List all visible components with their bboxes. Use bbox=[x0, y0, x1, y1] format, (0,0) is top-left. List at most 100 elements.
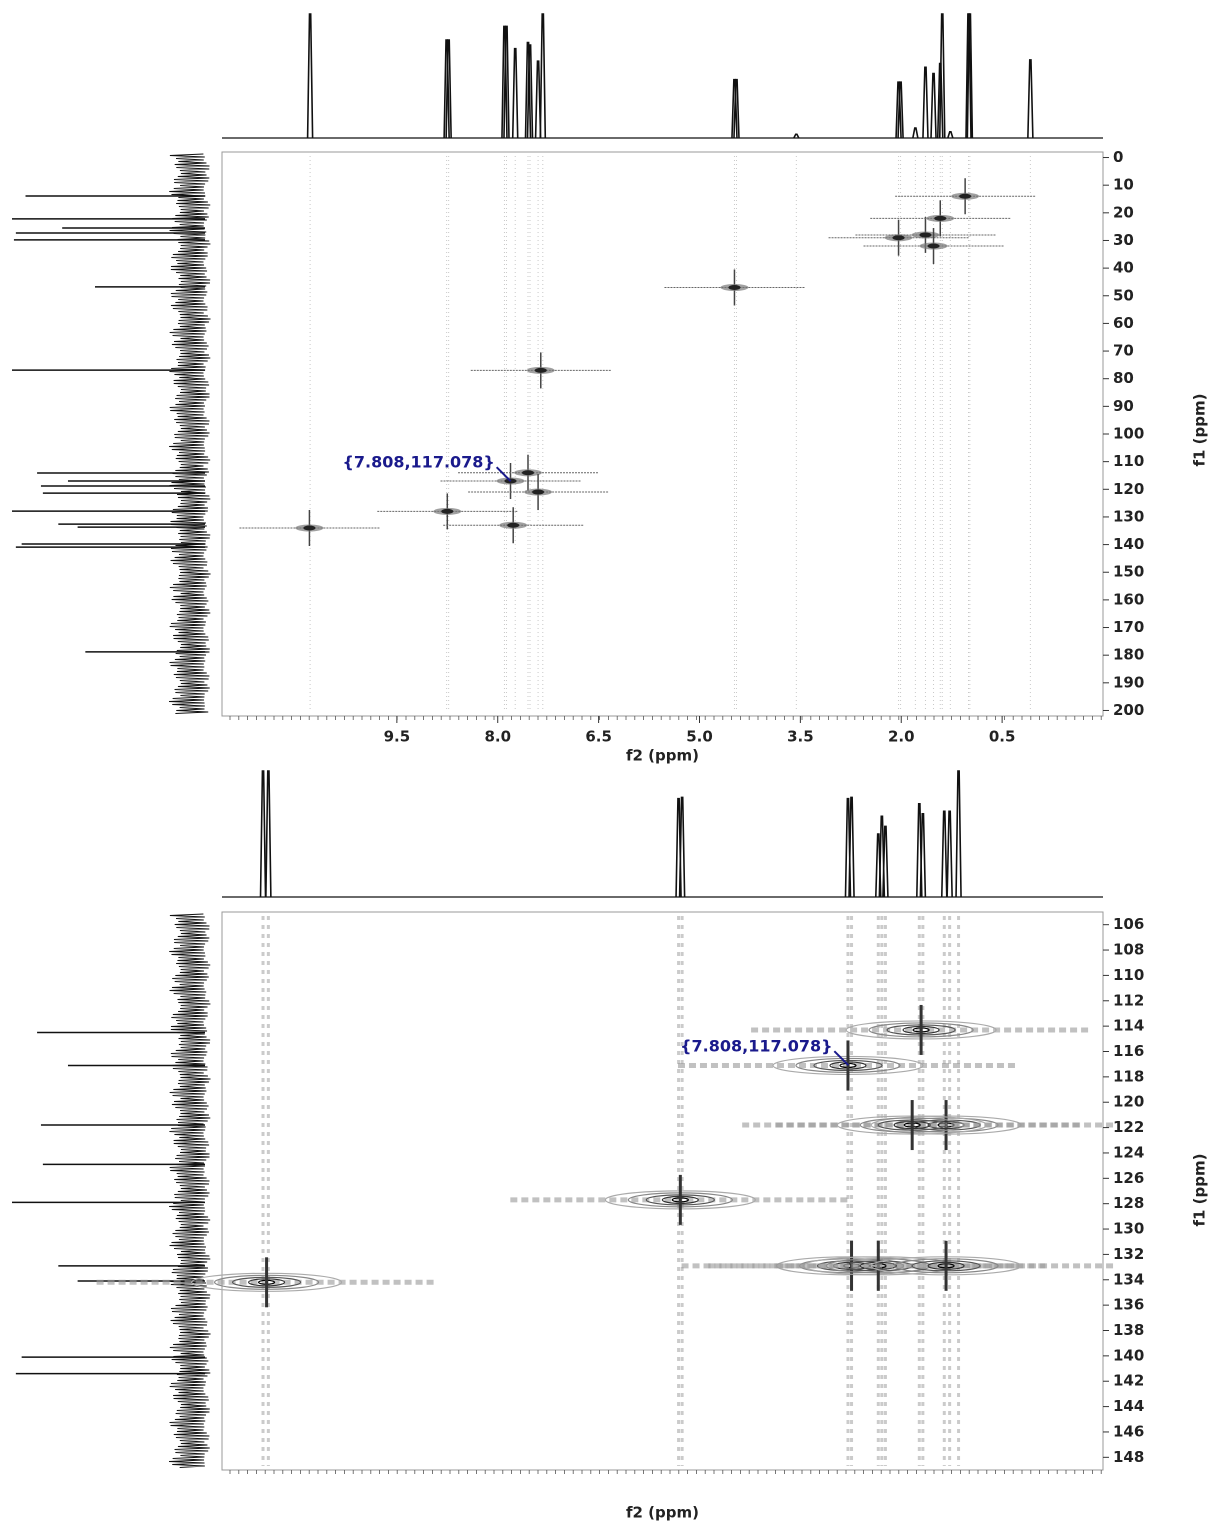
y-tick-label: 106 bbox=[1113, 915, 1144, 933]
cross-peak bbox=[443, 507, 584, 544]
y-tick-label: 70 bbox=[1113, 342, 1134, 360]
cross-peak bbox=[96, 1257, 437, 1308]
contour bbox=[507, 522, 520, 528]
cross-peak bbox=[828, 219, 969, 256]
y-tick-label: 190 bbox=[1113, 673, 1144, 691]
projection-peak bbox=[524, 41, 532, 139]
y-tick-label: 134 bbox=[1113, 1270, 1144, 1288]
y-tick-label: 150 bbox=[1113, 563, 1144, 581]
y-tick-label: 180 bbox=[1113, 646, 1144, 664]
cross-peak bbox=[470, 352, 611, 389]
x-tick-label: 6.5 bbox=[585, 728, 612, 746]
cross-peak bbox=[510, 1174, 851, 1225]
cross-peak bbox=[742, 1100, 1083, 1151]
y-tick-label: 120 bbox=[1113, 480, 1144, 498]
y-tick-label: 30 bbox=[1113, 231, 1134, 249]
projection-peak bbox=[912, 127, 919, 139]
projection-peak bbox=[930, 72, 937, 139]
y-tick-label: 136 bbox=[1113, 1296, 1144, 1314]
contour bbox=[728, 284, 741, 290]
y-tick-label: 140 bbox=[1113, 1346, 1144, 1364]
x-tick-label: 3.5 bbox=[787, 728, 814, 746]
y-axis-label: f1 (ppm) bbox=[1191, 1153, 1209, 1226]
projection-peak bbox=[848, 796, 855, 898]
contour bbox=[532, 489, 545, 495]
projection-noise bbox=[168, 913, 211, 1468]
y-tick-label: 40 bbox=[1113, 259, 1134, 277]
annotation: {7.808,117.078} bbox=[680, 1037, 832, 1056]
y-tick-label: 138 bbox=[1113, 1321, 1144, 1339]
y-tick-label: 170 bbox=[1113, 618, 1144, 636]
y-tick-label: 132 bbox=[1113, 1245, 1144, 1263]
x-tick-label: 8.0 bbox=[484, 728, 511, 746]
x-axis-label: f2 (ppm) bbox=[626, 747, 699, 765]
y-tick-label: 146 bbox=[1113, 1422, 1144, 1440]
y-tick-label: 110 bbox=[1113, 966, 1144, 984]
y-tick-label: 116 bbox=[1113, 1042, 1144, 1060]
cross-peak bbox=[377, 493, 518, 530]
contour bbox=[303, 525, 316, 531]
projection-peak bbox=[955, 770, 962, 898]
annotation-arrow bbox=[495, 466, 512, 482]
y-axis-label: f1 (ppm) bbox=[1191, 393, 1209, 466]
y-tick-label: 100 bbox=[1113, 425, 1144, 443]
y-tick-label: 124 bbox=[1113, 1143, 1144, 1161]
y-tick-label: 148 bbox=[1113, 1448, 1144, 1466]
y-tick-label: 110 bbox=[1113, 452, 1144, 470]
projection-peak bbox=[940, 810, 948, 898]
projection-peak bbox=[733, 78, 740, 139]
y-tick-label: 144 bbox=[1113, 1397, 1144, 1415]
plot-frame bbox=[221, 151, 1104, 717]
y-tick-label: 130 bbox=[1113, 1220, 1144, 1238]
y-tick-label: 128 bbox=[1113, 1194, 1144, 1212]
y-tick-label: 122 bbox=[1113, 1118, 1144, 1136]
y-tick-label: 200 bbox=[1113, 701, 1144, 719]
projection-peak bbox=[793, 133, 800, 139]
projection-peak bbox=[534, 60, 542, 139]
x-tick-label: 2.0 bbox=[888, 728, 915, 746]
y-tick-label: 118 bbox=[1113, 1067, 1144, 1085]
projection-peak bbox=[259, 770, 267, 898]
annotation-arrow bbox=[833, 1050, 850, 1066]
contour bbox=[441, 508, 454, 514]
contour bbox=[892, 235, 905, 241]
y-tick-label: 60 bbox=[1113, 314, 1134, 332]
y-tick-label: 114 bbox=[1113, 1017, 1144, 1035]
y-tick-label: 142 bbox=[1113, 1372, 1144, 1390]
projection-peak bbox=[946, 810, 953, 898]
y-tick-label: 20 bbox=[1113, 203, 1134, 221]
contour bbox=[919, 232, 932, 238]
projection-peak bbox=[947, 131, 954, 139]
y-tick-label: 10 bbox=[1113, 176, 1134, 194]
projection-peak bbox=[501, 25, 508, 139]
plot-frame bbox=[221, 911, 1104, 1471]
y-tick-label: 130 bbox=[1113, 507, 1144, 525]
x-tick-label: 5.0 bbox=[686, 728, 713, 746]
x-tick-label: 0.5 bbox=[989, 728, 1016, 746]
projection-peak bbox=[1027, 59, 1034, 139]
y-tick-label: 140 bbox=[1113, 535, 1144, 553]
contour bbox=[534, 367, 547, 373]
cross-peak bbox=[895, 178, 1036, 215]
projection-peak bbox=[897, 81, 904, 139]
projection-peak bbox=[526, 44, 534, 139]
y-tick-label: 120 bbox=[1113, 1093, 1144, 1111]
cross-peak bbox=[751, 1004, 1092, 1055]
y-tick-label: 90 bbox=[1113, 397, 1134, 415]
x-tick-label: 9.5 bbox=[384, 728, 411, 746]
cross-peak bbox=[468, 474, 609, 511]
projection-peak bbox=[503, 25, 510, 139]
annotation: {7.808,117.078} bbox=[342, 453, 494, 472]
projection-peak bbox=[539, 13, 547, 139]
projection-peak bbox=[678, 796, 686, 898]
projection-peak bbox=[445, 39, 452, 139]
y-tick-label: 108 bbox=[1113, 941, 1144, 959]
cross-peak bbox=[239, 510, 380, 546]
projection-peak bbox=[882, 825, 889, 898]
projection-peak bbox=[443, 39, 450, 139]
y-tick-label: 0 bbox=[1113, 148, 1123, 166]
y-tick-label: 50 bbox=[1113, 286, 1134, 304]
projection-peak bbox=[938, 13, 946, 139]
cross-peak bbox=[664, 269, 805, 306]
